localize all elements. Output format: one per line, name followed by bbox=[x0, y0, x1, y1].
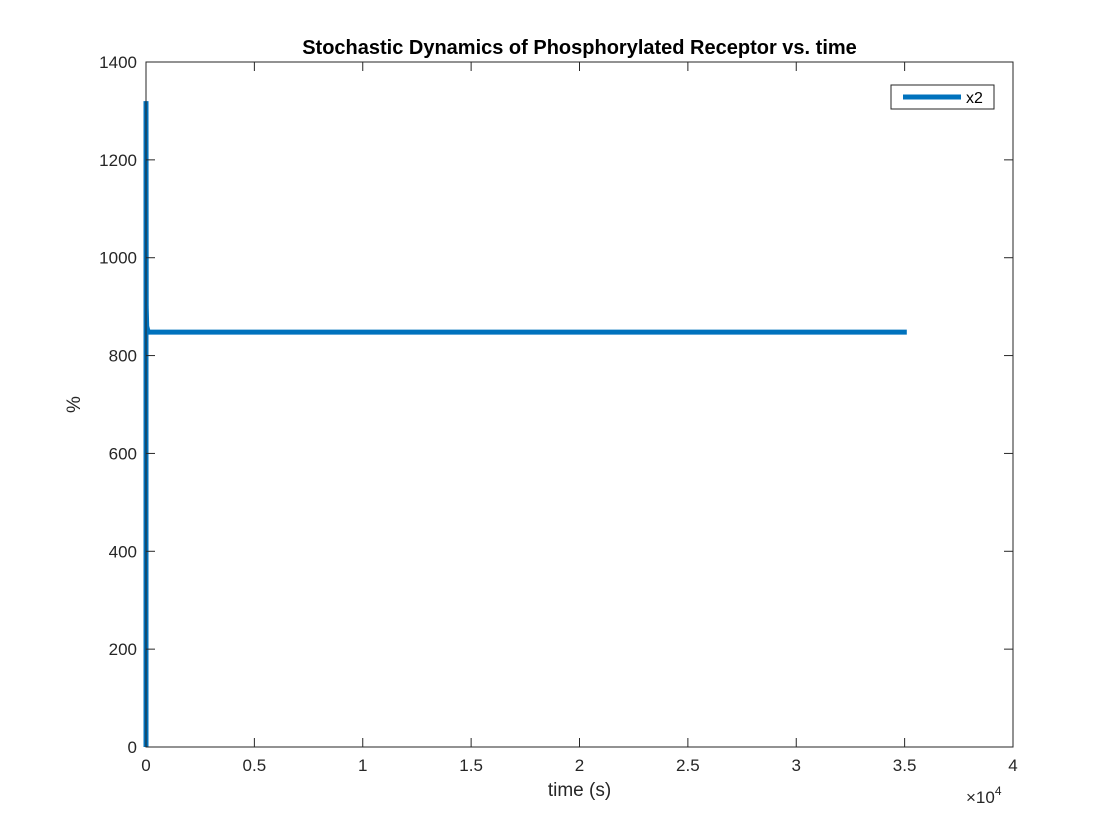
x-tick-label: 3.5 bbox=[893, 756, 917, 775]
y-tick-label: 800 bbox=[109, 347, 137, 366]
y-tick-label: 400 bbox=[109, 542, 137, 561]
x-tick-label: 3 bbox=[792, 756, 801, 775]
x-axis-exponent-base: ×10 bbox=[966, 788, 995, 807]
ticks-layer: 0 0.5 1 1.5 2 2.5 3 3.5 4 0 200 400 600 800 1000 1200 14… bbox=[99, 53, 1018, 775]
y-tick-label: 600 bbox=[109, 444, 137, 463]
y-axis-label: % bbox=[64, 396, 85, 413]
x-axis-label: time (s) bbox=[548, 780, 611, 801]
x-tick-label: 4 bbox=[1008, 756, 1017, 775]
x-tick-label: 0 bbox=[141, 756, 150, 775]
x-axis-exponent-power: 4 bbox=[995, 784, 1002, 798]
plot-area bbox=[146, 62, 1013, 747]
x-tick-label: 2 bbox=[575, 756, 584, 775]
chart-title: Stochastic Dynamics of Phosphorylated Re… bbox=[302, 37, 857, 59]
x-tick-label: 2.5 bbox=[676, 756, 700, 775]
legend: x2 bbox=[890, 84, 995, 110]
x-tick-label: 1 bbox=[358, 756, 367, 775]
y-tick-label: 1200 bbox=[99, 151, 137, 170]
y-tick-label: 1000 bbox=[99, 249, 137, 268]
x-axis-exponent: ×104 bbox=[966, 784, 1002, 807]
y-tick-label: 1400 bbox=[99, 53, 137, 72]
x-tick-label: 0.5 bbox=[243, 756, 267, 775]
y-tick-label: 0 bbox=[128, 738, 137, 757]
y-tick-label: 200 bbox=[109, 640, 137, 659]
x-tick-label: 1.5 bbox=[459, 756, 483, 775]
legend-label-x2: x2 bbox=[966, 90, 983, 107]
